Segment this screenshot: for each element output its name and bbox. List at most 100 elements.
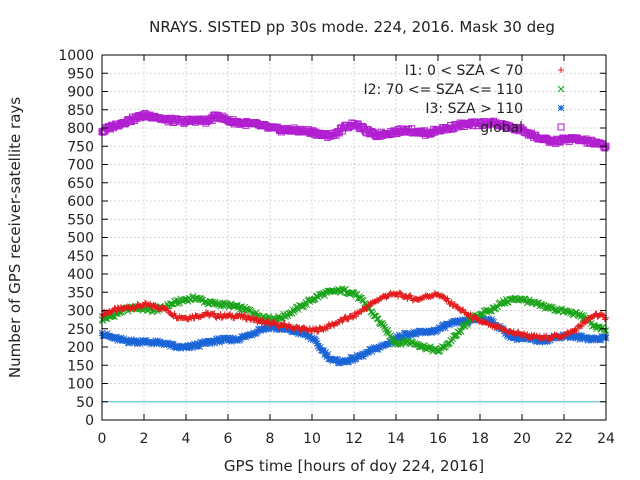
sample-point bbox=[433, 347, 441, 354]
sample-point bbox=[467, 311, 474, 318]
sample-point bbox=[317, 325, 324, 332]
y-tick-label: 900 bbox=[67, 85, 94, 101]
sample-point bbox=[132, 304, 139, 311]
sample-point bbox=[294, 306, 302, 313]
sample-point bbox=[573, 327, 580, 334]
sample-point bbox=[265, 318, 272, 325]
sample-point bbox=[448, 298, 455, 305]
x-axis-label: GPS time [hours of doy 224, 2016] bbox=[224, 457, 484, 475]
x-tick-label: 16 bbox=[429, 431, 447, 447]
sample-point bbox=[485, 321, 492, 328]
sample-point bbox=[514, 328, 521, 335]
sample-point bbox=[360, 297, 367, 305]
sample-point bbox=[507, 296, 514, 303]
sample-point bbox=[380, 321, 387, 329]
sample-point bbox=[289, 306, 297, 314]
legend-label: I1: 0 < SZA < 70 bbox=[405, 63, 523, 79]
sample-point bbox=[464, 320, 471, 328]
legend-label: I2: 70 <= SZA <= 110 bbox=[363, 82, 523, 98]
sample-point bbox=[113, 308, 120, 315]
series-1 bbox=[99, 289, 609, 343]
sample-point bbox=[349, 314, 356, 321]
sample-point bbox=[219, 314, 226, 321]
y-tick-label: 750 bbox=[67, 139, 94, 155]
sample-point bbox=[412, 341, 420, 348]
sample-point bbox=[457, 328, 465, 335]
sample-point bbox=[275, 312, 282, 320]
x-tick-label: 8 bbox=[266, 431, 275, 447]
x-tick-label: 18 bbox=[471, 431, 489, 447]
sample-point bbox=[210, 311, 217, 318]
x-tick-label: 20 bbox=[513, 431, 531, 447]
y-tick-label: 300 bbox=[67, 304, 94, 320]
legend-item: I3: SZA > 110 bbox=[425, 101, 565, 117]
y-tick-label: 200 bbox=[67, 340, 94, 356]
y-tick-label: 400 bbox=[67, 267, 94, 283]
sample-point bbox=[599, 324, 607, 331]
sample-point bbox=[171, 310, 178, 317]
y-tick-label: 250 bbox=[67, 322, 94, 338]
sample-point bbox=[252, 315, 259, 322]
y-tick-label: 950 bbox=[67, 66, 94, 82]
sample-point bbox=[285, 309, 293, 317]
sample-point bbox=[441, 294, 448, 301]
y-tick-label: 700 bbox=[67, 158, 94, 174]
sample-point bbox=[339, 318, 346, 325]
sample-point bbox=[345, 316, 352, 323]
legend-label: I3: SZA > 110 bbox=[425, 101, 523, 117]
sample-point bbox=[590, 313, 597, 320]
legend-item: I2: 70 <= SZA <= 110 bbox=[363, 82, 565, 98]
x-tick-labels: 0 2 4 6 8 10 12 14 16 18 20 22 24 bbox=[98, 431, 615, 447]
sample-point bbox=[601, 334, 609, 341]
x-tick-label: 24 bbox=[597, 431, 615, 447]
sample-point bbox=[211, 310, 218, 317]
sample-point bbox=[528, 298, 535, 306]
y-tick-label: 350 bbox=[67, 285, 94, 301]
sample-point bbox=[591, 321, 598, 329]
sample-point bbox=[601, 316, 608, 323]
sample-point bbox=[473, 314, 480, 321]
series-4 bbox=[98, 109, 610, 152]
axis-ticks bbox=[101, 54, 607, 421]
sample-point bbox=[222, 313, 229, 320]
sample-point bbox=[578, 323, 585, 330]
sample-point bbox=[274, 319, 281, 326]
sample-point bbox=[397, 290, 404, 297]
y-tick-label: 600 bbox=[67, 194, 94, 210]
y-axis-label: Number of GPS receiver-satellite rays bbox=[6, 97, 24, 378]
y-tick-label: 550 bbox=[67, 212, 94, 228]
y-tick-label: 100 bbox=[67, 377, 94, 393]
legend-item: I1: 0 < SZA < 70 bbox=[405, 63, 564, 79]
y-tick-label: 800 bbox=[67, 121, 94, 137]
sample-point bbox=[240, 312, 247, 319]
sample-point bbox=[432, 291, 439, 298]
sample-point bbox=[290, 308, 298, 316]
y-tick-labels: 0 50 100 150 200 250 300 350 400 450 500 550 600 650 7… bbox=[58, 48, 94, 429]
grid bbox=[102, 55, 606, 420]
sample-point bbox=[543, 332, 550, 339]
x-tick-label: 14 bbox=[387, 431, 405, 447]
chart-title: NRAYS. SISTED pp 30s mode. 224, 2016. Ma… bbox=[149, 18, 555, 36]
sample-point bbox=[327, 323, 334, 330]
sample-point bbox=[363, 306, 370, 313]
sample-point bbox=[107, 309, 114, 316]
sample-point bbox=[601, 144, 609, 152]
y-tick-label: 1000 bbox=[58, 48, 94, 64]
legend-label: global bbox=[480, 120, 523, 136]
sample-point bbox=[338, 316, 345, 323]
sample-point bbox=[527, 334, 534, 341]
sample-point bbox=[191, 315, 198, 322]
series-layer bbox=[98, 109, 610, 367]
x-tick-label: 12 bbox=[345, 431, 363, 447]
sample-point bbox=[312, 292, 320, 300]
x-tick-label: 10 bbox=[303, 431, 321, 447]
series-2 bbox=[98, 285, 610, 355]
sample-point bbox=[159, 303, 166, 310]
legend-marker bbox=[557, 123, 565, 131]
y-tick-label: 650 bbox=[67, 176, 94, 192]
sample-point bbox=[241, 311, 248, 318]
x-tick-label: 0 bbox=[98, 431, 107, 447]
legend-marker bbox=[557, 104, 565, 112]
y-tick-label: 150 bbox=[67, 358, 94, 374]
